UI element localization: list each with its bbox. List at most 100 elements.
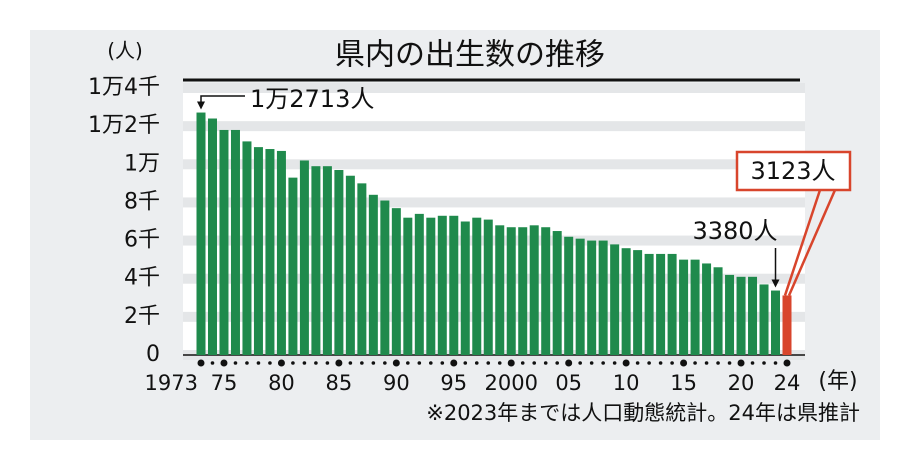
y-tick-label: 1万2千 <box>88 113 160 138</box>
bar <box>748 276 758 355</box>
x-tick-dot <box>348 361 353 365</box>
y-tick-label: 4千 <box>124 266 160 291</box>
bar <box>334 170 344 355</box>
x-tick-dot <box>727 361 732 365</box>
x-tick-dot <box>302 361 307 365</box>
x-tick-label: 80 <box>268 371 295 395</box>
bar <box>196 112 206 356</box>
bar <box>437 215 447 355</box>
x-tick-dot <box>716 361 720 365</box>
plot-area <box>183 88 805 355</box>
x-tick-dot <box>406 361 410 365</box>
x-tick-dot <box>589 361 594 365</box>
x-tick-dot <box>783 359 791 367</box>
x-tick-label: 95 <box>440 371 467 395</box>
y-tick-label: 0 <box>146 342 160 367</box>
arrow-head <box>771 279 780 288</box>
bar <box>667 253 677 355</box>
x-tick-label: 2000 <box>485 371 538 395</box>
x-tick-dot <box>291 361 295 365</box>
x-tick-dot <box>601 361 605 365</box>
bar <box>656 253 666 355</box>
grid-line <box>183 159 805 170</box>
y-tick-label: 2千 <box>124 304 160 329</box>
x-tick-dot <box>392 359 400 367</box>
x-tick-dot <box>220 359 228 367</box>
x-tick-dot <box>704 361 709 365</box>
y-tick-label: 6千 <box>124 228 160 253</box>
x-tick-dot <box>474 361 479 365</box>
x-tick-dot <box>647 361 651 365</box>
bar <box>713 267 723 355</box>
x-tick-dot <box>314 361 318 365</box>
annotation-box <box>735 150 852 192</box>
bar <box>575 238 585 355</box>
x-tick-dot <box>555 361 559 365</box>
bar <box>702 263 712 355</box>
bar <box>322 166 332 355</box>
x-tick-label: 24 <box>774 371 801 395</box>
x-tick-label: 15 <box>670 371 697 395</box>
x-tick-dot <box>532 361 537 365</box>
annotation: 1万2713人 <box>250 85 374 113</box>
bar <box>725 274 735 355</box>
bar <box>529 225 539 355</box>
x-tick-dot <box>197 359 205 367</box>
bar <box>564 236 574 355</box>
x-tick-dot <box>762 361 766 365</box>
x-tick-dot <box>429 361 433 365</box>
y-tick-label: 1万 <box>124 151 160 176</box>
bar <box>552 231 562 355</box>
x-tick-dot <box>486 361 491 365</box>
y-unit: (人) <box>107 39 143 63</box>
bar <box>621 248 631 355</box>
bar <box>207 118 217 355</box>
grid-line <box>183 311 805 322</box>
bar <box>414 213 424 355</box>
bar <box>426 217 436 355</box>
bar <box>644 253 654 355</box>
bar <box>460 221 470 355</box>
x-tick-dot <box>670 361 674 365</box>
annotation: 3380人 <box>692 217 777 245</box>
bar <box>391 208 401 355</box>
bar <box>230 129 240 355</box>
bar <box>242 141 252 355</box>
bar <box>368 194 378 355</box>
x-tick-label: 85 <box>326 371 353 395</box>
x-tick-dot <box>360 361 364 365</box>
x-tick-dot <box>383 361 387 365</box>
x-tick-dot <box>268 361 272 365</box>
bar <box>679 259 689 355</box>
x-tick-dot <box>256 361 261 365</box>
x-tick-dot <box>450 359 458 367</box>
x-tick-label: 05 <box>555 371 582 395</box>
bar <box>495 225 505 355</box>
x-unit: (年) <box>818 369 857 394</box>
x-tick-dot <box>773 361 778 365</box>
bar <box>483 219 493 355</box>
x-tick-dot <box>371 361 376 365</box>
x-tick-dot <box>277 359 285 367</box>
grid-line <box>183 197 805 208</box>
grid-line <box>183 83 805 93</box>
x-tick-label: 90 <box>383 371 410 395</box>
bar <box>265 149 275 355</box>
x-tick-dot <box>565 359 573 367</box>
annotation-leader <box>787 189 837 296</box>
bar <box>587 240 597 355</box>
x-tick-dot <box>737 359 745 367</box>
y-tick-label: 1万4千 <box>88 75 160 100</box>
x-tick-dot <box>233 361 238 365</box>
bar <box>253 147 263 355</box>
x-tick-dot <box>622 359 630 367</box>
x-tick-dot <box>497 361 502 365</box>
x-tick-dot <box>680 359 688 367</box>
bar <box>311 166 321 355</box>
x-tick-dot <box>440 361 445 365</box>
x-tick-dot <box>210 361 215 365</box>
x-tick-dot <box>463 361 468 365</box>
bar <box>518 227 528 355</box>
bar <box>357 183 367 355</box>
